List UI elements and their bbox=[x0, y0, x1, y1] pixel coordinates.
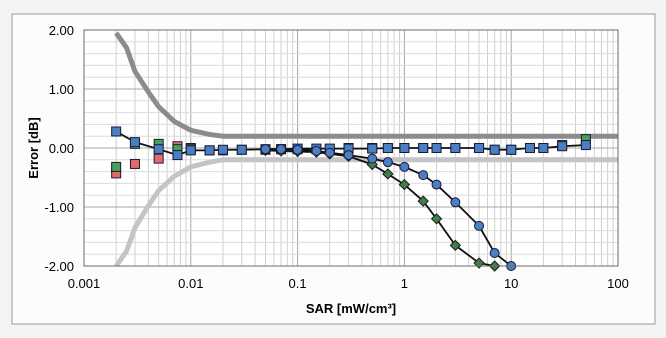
data-point bbox=[324, 147, 335, 158]
data-point bbox=[172, 150, 183, 161]
marker-layer bbox=[111, 126, 591, 272]
x-tick-label: 1 bbox=[401, 276, 408, 291]
data-point bbox=[382, 157, 393, 168]
data-point bbox=[129, 137, 140, 148]
data-point bbox=[525, 143, 536, 153]
data-point bbox=[129, 158, 140, 169]
data-point bbox=[111, 126, 122, 137]
data-point bbox=[185, 145, 196, 156]
data-point bbox=[431, 143, 442, 153]
data-point bbox=[217, 144, 228, 155]
data-point bbox=[450, 197, 461, 208]
y-tick-label: -1.00 bbox=[44, 200, 74, 215]
data-point bbox=[398, 178, 411, 191]
x-axis-label: SAR [mW/cm³] bbox=[306, 301, 396, 316]
y-axis-label: Error [dB] bbox=[26, 117, 41, 178]
data-point bbox=[204, 145, 215, 156]
data-point bbox=[367, 153, 378, 164]
data-point bbox=[474, 220, 485, 231]
plot-frame bbox=[83, 29, 619, 267]
y-tick-label: 0.00 bbox=[49, 141, 74, 156]
x-tick-label: 100 bbox=[607, 276, 629, 291]
data-point bbox=[343, 150, 354, 161]
data-point bbox=[538, 143, 549, 153]
data-point bbox=[382, 168, 394, 180]
data-point bbox=[111, 161, 122, 172]
data-point bbox=[367, 143, 378, 154]
data-point bbox=[417, 195, 429, 207]
data-point bbox=[506, 144, 517, 155]
x-tick-label: 0.01 bbox=[178, 276, 203, 291]
data-point bbox=[236, 144, 247, 155]
y-tick-label: 1.00 bbox=[49, 82, 74, 97]
data-point bbox=[489, 248, 500, 259]
data-point bbox=[276, 144, 287, 155]
data-point bbox=[153, 153, 164, 164]
data-point bbox=[489, 144, 500, 155]
x-tick-label: 0.1 bbox=[289, 276, 307, 291]
data-point bbox=[260, 144, 271, 155]
data-point bbox=[580, 140, 591, 151]
data-point bbox=[474, 143, 485, 153]
y-tick-label: -2.00 bbox=[44, 259, 74, 274]
data-point bbox=[557, 141, 568, 152]
data-point bbox=[430, 213, 443, 225]
data-point bbox=[311, 145, 322, 156]
x-tick-label: 0.001 bbox=[68, 276, 101, 291]
data-point bbox=[153, 144, 164, 155]
data-point bbox=[449, 239, 462, 252]
data-point bbox=[450, 143, 461, 153]
limit-line-0 bbox=[114, 31, 618, 139]
data-point bbox=[418, 143, 429, 153]
data-point bbox=[292, 144, 303, 155]
data-point bbox=[399, 161, 410, 172]
data-point bbox=[399, 143, 410, 153]
y-tick-label: 2.00 bbox=[49, 23, 74, 38]
data-point bbox=[418, 170, 429, 181]
data-point bbox=[382, 143, 393, 153]
data-point bbox=[431, 179, 442, 190]
axes: -2.00 -1.00 0.00 1.00 2.00 0.001 0.01 0.1 1 10 100 bbox=[44, 23, 628, 291]
x-tick-label: 10 bbox=[504, 276, 518, 291]
